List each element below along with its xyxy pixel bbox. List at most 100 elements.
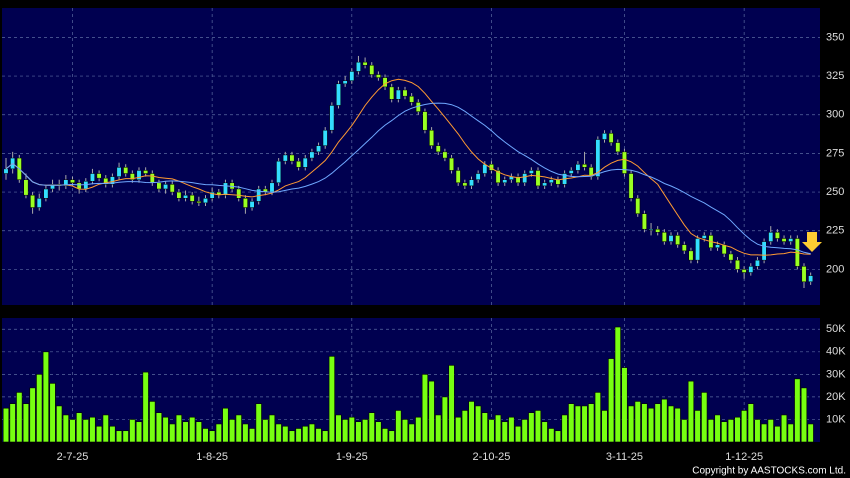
volume-bar: [554, 430, 562, 443]
volume-bar: [421, 374, 429, 443]
candle-body: [296, 160, 302, 168]
volume-bar: [508, 416, 515, 443]
volume-bar: [807, 423, 814, 443]
candle-body: [748, 266, 754, 273]
candle-body: [475, 173, 481, 180]
candle-body: [781, 238, 787, 242]
candle-body: [768, 232, 774, 242]
candle-body: [761, 241, 767, 261]
candle-body: [242, 198, 248, 208]
y-tick-label: 275: [826, 147, 844, 159]
candle-body: [236, 188, 242, 199]
candle-body: [681, 244, 687, 252]
volume-bar: [235, 414, 242, 443]
volume-bar: [175, 414, 183, 443]
volume-bar: [601, 410, 608, 443]
volume-bar: [441, 396, 449, 443]
candle-body: [641, 213, 647, 230]
volume-bar: [162, 416, 169, 443]
candle-body: [455, 170, 461, 184]
candle-body: [442, 151, 448, 159]
volume-bar: [627, 405, 635, 443]
volume-bar: [488, 419, 495, 443]
candle-body: [395, 89, 401, 100]
volume-bar: [82, 419, 89, 443]
candle-body: [542, 182, 548, 187]
candle-body: [648, 228, 654, 231]
candle-body: [675, 235, 681, 245]
candle-body: [349, 71, 355, 81]
candle-body: [622, 151, 627, 174]
volume-bar: [169, 423, 176, 443]
candle-body: [203, 198, 208, 204]
candle-body: [369, 64, 375, 75]
candle-body: [701, 235, 707, 239]
volume-bar: [667, 405, 675, 443]
candle-body: [123, 167, 129, 174]
candle-body: [30, 194, 36, 208]
candle-body: [668, 235, 674, 242]
volume-bar: [800, 387, 808, 443]
candle-body: [50, 184, 55, 190]
candle-body: [342, 80, 348, 85]
volume-bar: [348, 416, 355, 443]
candle-body: [422, 111, 428, 131]
volume-bar: [155, 412, 163, 443]
candle-body: [109, 176, 115, 185]
moving-average: [5, 102, 811, 255]
volume-bar: [621, 367, 628, 443]
candle-body: [741, 269, 747, 273]
v-tick-label: 20K: [826, 391, 846, 403]
volume-bar: [581, 405, 588, 443]
y-tick-label: 250: [826, 186, 844, 198]
volume-bar: [548, 428, 555, 443]
candle-body: [635, 198, 641, 214]
candle-body: [548, 179, 554, 184]
candle-body: [329, 105, 335, 131]
volume-bar: [9, 403, 16, 443]
volume-bar: [69, 419, 76, 443]
candle-body: [735, 259, 740, 270]
volume-bar: [641, 403, 648, 443]
volume-bar: [767, 419, 774, 443]
candle-body: [575, 163, 581, 171]
candle-body: [688, 250, 694, 261]
volume-bar: [701, 392, 708, 443]
volume-bar: [647, 407, 655, 443]
volume-bar: [468, 401, 475, 443]
candle-body: [515, 176, 521, 184]
volume-bar: [42, 351, 49, 443]
candle-body: [196, 201, 202, 204]
volume-bar: [481, 412, 488, 443]
volume-bar: [661, 398, 668, 443]
moving-average: [5, 78, 811, 256]
volume-bar: [328, 356, 335, 443]
candle-body: [70, 179, 75, 184]
x-tick-label: 1-8-25: [196, 451, 228, 463]
candle-body: [522, 173, 528, 184]
volume-bar: [494, 414, 502, 443]
y-tick-label: 350: [826, 31, 844, 43]
candle-body: [103, 177, 109, 185]
volume-bar: [707, 419, 714, 443]
volume-bar: [322, 430, 329, 443]
candle-body: [495, 170, 501, 184]
y-tick-label: 200: [826, 263, 844, 275]
volume-bar: [182, 421, 189, 443]
volume-bar: [455, 416, 462, 443]
volume-bar: [368, 412, 375, 443]
volume-bar: [361, 419, 369, 443]
volume-bar: [215, 423, 222, 443]
v-tick-label: 10K: [826, 413, 846, 425]
candle-body: [528, 170, 534, 174]
volume-bar: [734, 416, 741, 443]
volume-bar: [461, 410, 468, 443]
volume-bar: [49, 383, 56, 443]
candle-body: [435, 145, 441, 153]
volume-bar: [428, 380, 435, 443]
volume-bar: [687, 380, 695, 443]
candle-body: [269, 182, 275, 193]
volume-bar: [794, 378, 801, 443]
candle-body: [209, 191, 215, 199]
